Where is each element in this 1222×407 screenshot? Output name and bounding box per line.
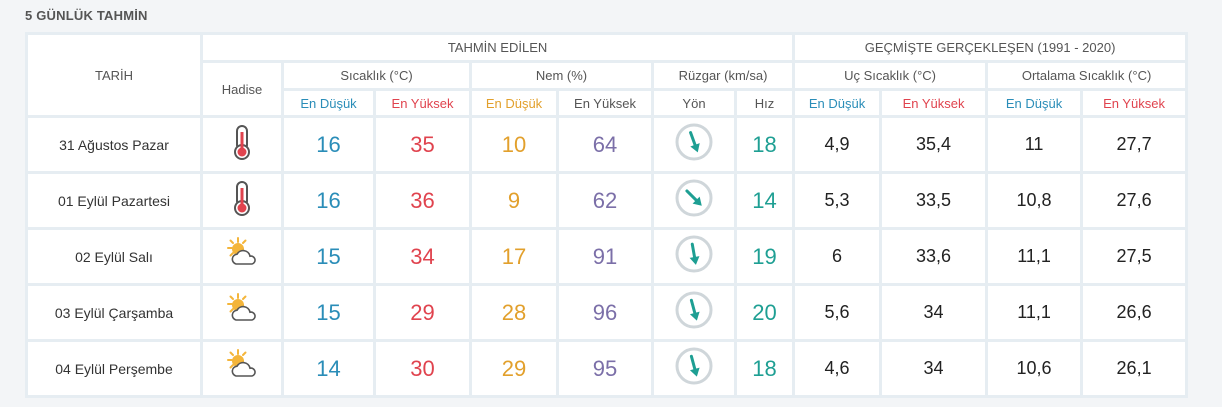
humidity-low-cell: 28 — [472, 286, 556, 339]
wind-direction-cell — [654, 286, 734, 339]
thermometer-icon — [222, 122, 262, 162]
column-header-hadise: Hadise — [203, 63, 281, 115]
subheader-temp-low: En Düşük — [284, 91, 373, 115]
group-header-forecast: TAHMİN EDİLEN — [203, 35, 793, 60]
subheader-hum-high: En Yüksek — [559, 91, 651, 115]
partly-cloudy-icon — [222, 346, 262, 386]
wind-direction-icon — [674, 346, 714, 386]
wind-speed-cell: 20 — [737, 286, 793, 339]
weather-icon-cell — [203, 118, 281, 171]
wind-direction-cell — [654, 230, 734, 283]
wind-direction-cell — [654, 174, 734, 227]
subheader-wind-speed: Hız — [737, 91, 793, 115]
weather-icon-cell — [203, 230, 281, 283]
group-header-history: GEÇMİŞTE GERÇEKLEŞEN (1991 - 2020) — [795, 35, 1186, 60]
humidity-high-cell: 95 — [559, 342, 651, 395]
table-row: 03 Eylül Çarşamba 15 29 28 96 20 5,6 34 … — [28, 286, 1186, 339]
table-row: 31 Ağustos Pazar 16 35 10 64 18 4,9 35,4… — [28, 118, 1186, 171]
temp-low-cell: 15 — [284, 230, 373, 283]
uc-high-cell: 35,4 — [882, 118, 986, 171]
humidity-low-cell: 10 — [472, 118, 556, 171]
uc-low-cell: 4,6 — [795, 342, 880, 395]
subheader-ort-low: En Düşük — [988, 91, 1081, 115]
ort-high-cell: 27,5 — [1083, 230, 1186, 283]
ort-low-cell: 10,6 — [988, 342, 1081, 395]
humidity-high-cell: 64 — [559, 118, 651, 171]
table-row: 04 Eylül Perşembe 14 30 29 95 18 4,6 34 … — [28, 342, 1186, 395]
temp-high-cell: 29 — [376, 286, 469, 339]
temp-high-cell: 36 — [376, 174, 469, 227]
column-header-ruzgar: Rüzgar (km/sa) — [654, 63, 793, 88]
uc-low-cell: 4,9 — [795, 118, 880, 171]
column-header-sicaklik: Sıcaklık (°C) — [284, 63, 469, 88]
wind-direction-cell — [654, 342, 734, 395]
wind-direction-cell — [654, 118, 734, 171]
subheader-hum-low: En Düşük — [472, 91, 556, 115]
column-header-uc-sicaklik: Uç Sıcaklık (°C) — [795, 63, 986, 88]
wind-direction-icon — [674, 178, 714, 218]
date-cell: 04 Eylül Perşembe — [28, 342, 200, 395]
humidity-low-cell: 17 — [472, 230, 556, 283]
weather-icon-cell — [203, 286, 281, 339]
wind-direction-icon — [674, 290, 714, 330]
column-header-nem: Nem (%) — [472, 63, 651, 88]
partly-cloudy-icon — [222, 234, 262, 274]
ort-low-cell: 11,1 — [988, 286, 1081, 339]
temp-high-cell: 34 — [376, 230, 469, 283]
table-row: 02 Eylül Salı 15 34 17 91 19 6 33,6 11,1… — [28, 230, 1186, 283]
temp-low-cell: 16 — [284, 118, 373, 171]
wind-speed-cell: 19 — [737, 230, 793, 283]
humidity-high-cell: 91 — [559, 230, 651, 283]
subheader-temp-high: En Yüksek — [376, 91, 469, 115]
wind-speed-cell: 18 — [737, 118, 793, 171]
weather-icon-cell — [203, 174, 281, 227]
humidity-low-cell: 9 — [472, 174, 556, 227]
temp-low-cell: 14 — [284, 342, 373, 395]
subheader-ort-high: En Yüksek — [1083, 91, 1186, 115]
temp-high-cell: 35 — [376, 118, 469, 171]
subheader-uc-high: En Yüksek — [882, 91, 986, 115]
forecast-table: TARİH TAHMİN EDİLEN GEÇMİŞTE GERÇEKLEŞEN… — [25, 32, 1189, 398]
uc-high-cell: 34 — [882, 286, 986, 339]
uc-low-cell: 5,6 — [795, 286, 880, 339]
ort-high-cell: 27,6 — [1083, 174, 1186, 227]
ort-low-cell: 11,1 — [988, 230, 1081, 283]
ort-low-cell: 11 — [988, 118, 1081, 171]
subheader-uc-low: En Düşük — [795, 91, 880, 115]
ort-high-cell: 26,6 — [1083, 286, 1186, 339]
partly-cloudy-icon — [222, 290, 262, 330]
uc-high-cell: 34 — [882, 342, 986, 395]
date-cell: 02 Eylül Salı — [28, 230, 200, 283]
column-header-ortalama-sicaklik: Ortalama Sıcaklık (°C) — [988, 63, 1186, 88]
uc-high-cell: 33,5 — [882, 174, 986, 227]
temp-high-cell: 30 — [376, 342, 469, 395]
column-header-tarih: TARİH — [28, 35, 200, 115]
ort-high-cell: 27,7 — [1083, 118, 1186, 171]
temp-low-cell: 15 — [284, 286, 373, 339]
temp-low-cell: 16 — [284, 174, 373, 227]
humidity-low-cell: 29 — [472, 342, 556, 395]
date-cell: 03 Eylül Çarşamba — [28, 286, 200, 339]
table-row: 01 Eylül Pazartesi 16 36 9 62 14 5,3 33,… — [28, 174, 1186, 227]
wind-direction-icon — [674, 234, 714, 274]
section-title: 5 GÜNLÜK TAHMİN — [25, 8, 148, 23]
wind-speed-cell: 18 — [737, 342, 793, 395]
ort-low-cell: 10,8 — [988, 174, 1081, 227]
subheader-wind-direction: Yön — [654, 91, 734, 115]
humidity-high-cell: 96 — [559, 286, 651, 339]
ort-high-cell: 26,1 — [1083, 342, 1186, 395]
weather-icon-cell — [203, 342, 281, 395]
date-cell: 31 Ağustos Pazar — [28, 118, 200, 171]
wind-speed-cell: 14 — [737, 174, 793, 227]
uc-low-cell: 5,3 — [795, 174, 880, 227]
humidity-high-cell: 62 — [559, 174, 651, 227]
wind-direction-icon — [674, 122, 714, 162]
uc-high-cell: 33,6 — [882, 230, 986, 283]
thermometer-icon — [222, 178, 262, 218]
date-cell: 01 Eylül Pazartesi — [28, 174, 200, 227]
uc-low-cell: 6 — [795, 230, 880, 283]
